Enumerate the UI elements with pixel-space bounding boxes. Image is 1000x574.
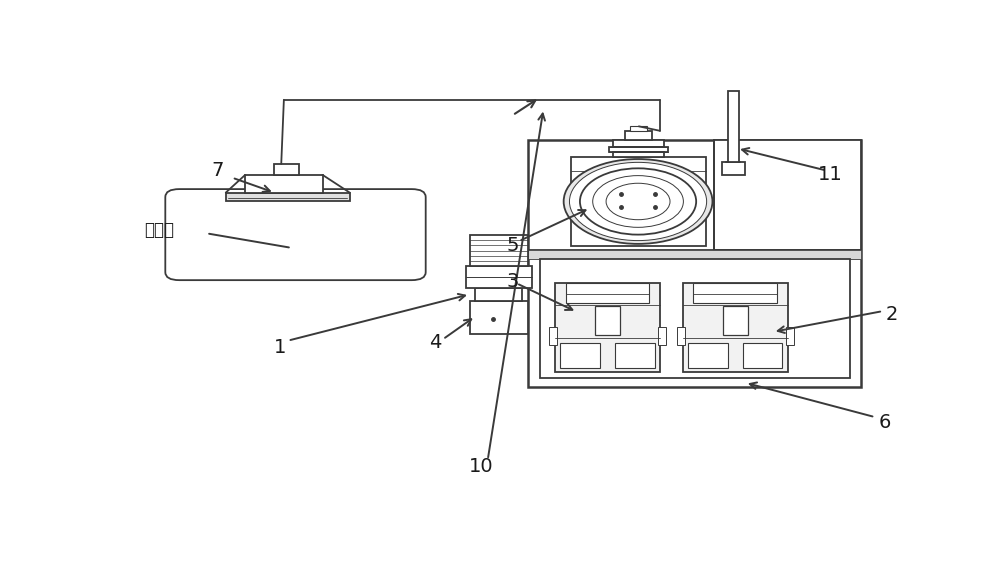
Bar <box>475 288 522 301</box>
Text: 4: 4 <box>429 333 441 352</box>
Text: 1: 1 <box>274 338 286 357</box>
Bar <box>613 152 664 157</box>
Bar <box>630 126 647 131</box>
Bar <box>595 306 620 335</box>
Bar <box>625 131 652 139</box>
Bar <box>549 327 557 345</box>
Bar <box>658 327 666 345</box>
Bar <box>677 327 685 345</box>
Text: 11: 11 <box>818 165 843 184</box>
Bar <box>728 91 739 162</box>
Bar <box>615 343 655 368</box>
Bar <box>466 266 532 288</box>
Text: 6: 6 <box>878 413 891 432</box>
Bar <box>470 301 528 334</box>
Text: 10: 10 <box>469 457 494 476</box>
Bar <box>714 139 861 250</box>
Bar <box>688 343 728 368</box>
Bar <box>226 193 350 201</box>
Circle shape <box>564 159 712 244</box>
Bar <box>722 162 745 175</box>
Bar <box>786 327 794 345</box>
Bar <box>540 259 850 378</box>
Bar <box>693 283 777 302</box>
Bar <box>566 283 649 302</box>
Bar <box>528 250 861 259</box>
Text: 3: 3 <box>506 272 519 290</box>
Bar <box>613 139 664 147</box>
Circle shape <box>569 162 707 241</box>
Bar <box>743 343 782 368</box>
Bar <box>560 343 600 368</box>
Bar <box>571 157 706 246</box>
Bar <box>274 164 299 175</box>
Text: 7: 7 <box>212 161 224 180</box>
Bar <box>528 139 861 387</box>
Circle shape <box>593 176 683 227</box>
FancyBboxPatch shape <box>165 189 426 280</box>
Bar <box>470 235 528 266</box>
Bar <box>609 147 668 152</box>
Bar <box>683 283 788 371</box>
Circle shape <box>580 168 696 235</box>
Bar <box>245 175 323 193</box>
Circle shape <box>606 183 670 220</box>
Text: 排气管: 排气管 <box>144 221 174 239</box>
Bar <box>555 283 660 371</box>
Bar <box>723 306 748 335</box>
Text: 2: 2 <box>886 305 898 324</box>
Text: 5: 5 <box>506 236 519 255</box>
